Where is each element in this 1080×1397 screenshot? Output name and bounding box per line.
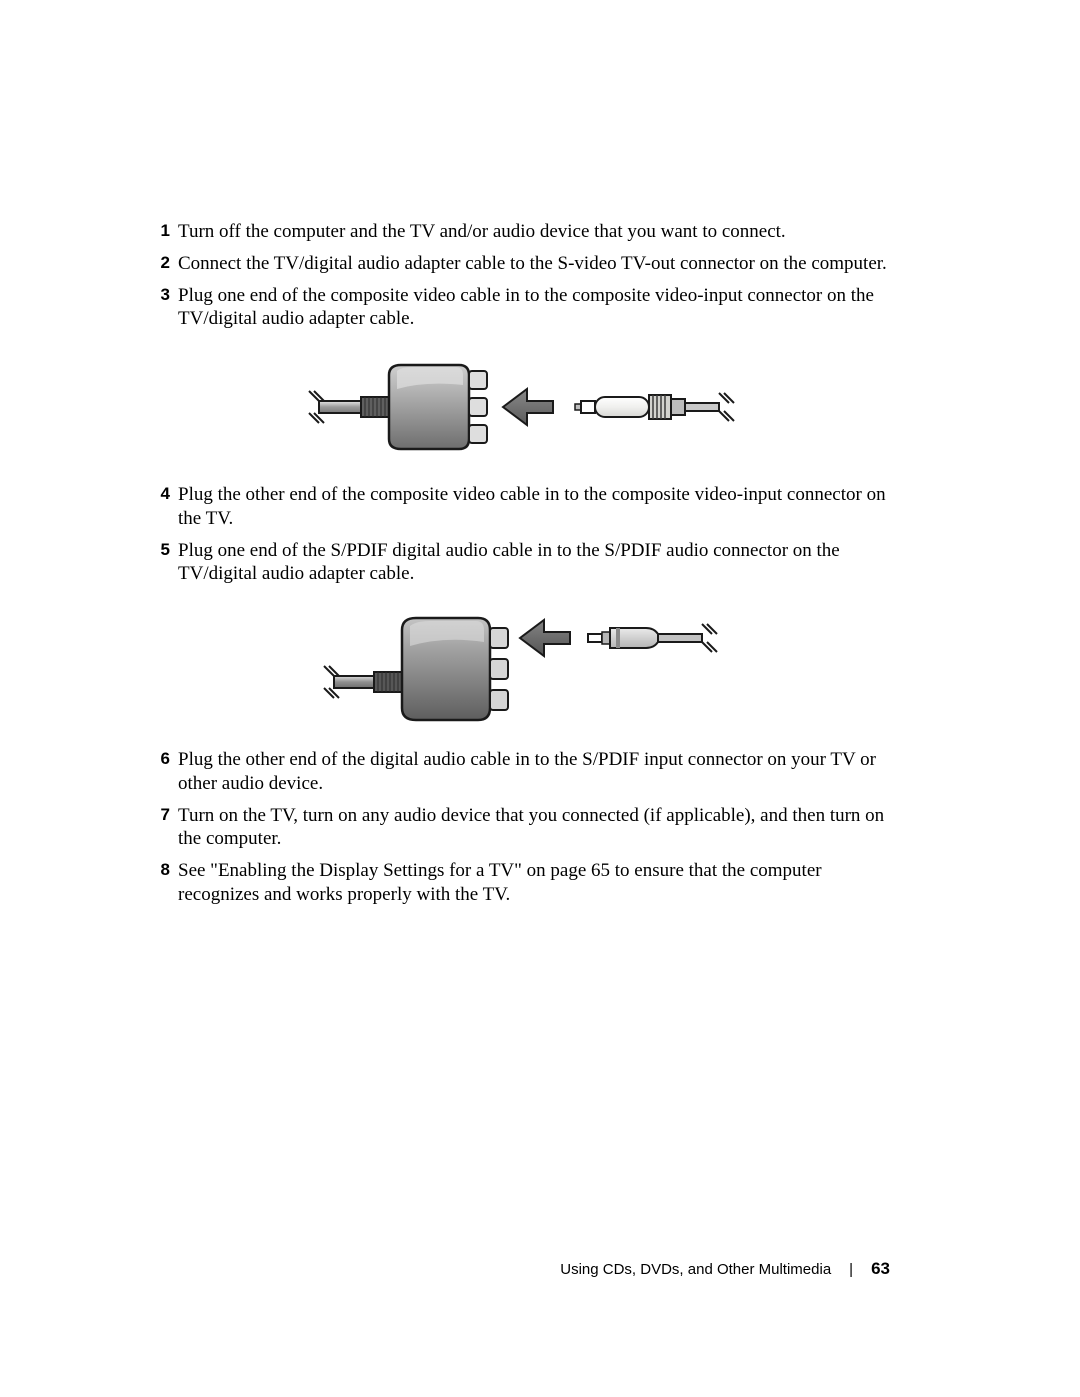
- step-item: See "Enabling the Display Settings for a…: [150, 859, 890, 907]
- step-item: Plug one end of the S/PDIF digital audio…: [150, 539, 890, 587]
- page-footer: Using CDs, DVDs, and Other Multimedia | …: [560, 1259, 890, 1279]
- step-text: Plug the other end of the composite vide…: [178, 484, 886, 529]
- step-text: Turn on the TV, turn on any audio device…: [178, 805, 884, 850]
- step-item: Plug the other end of the digital audio …: [150, 748, 890, 796]
- steps-list-continued-2: Plug the other end of the digital audio …: [150, 748, 890, 907]
- step-text: Turn off the computer and the TV and/or …: [178, 221, 786, 242]
- composite-connection-svg: [305, 357, 735, 457]
- step-text: See "Enabling the Display Settings for a…: [178, 860, 822, 905]
- step-item: Connect the TV/digital audio adapter cab…: [150, 252, 890, 276]
- spdif-connection-svg: [320, 612, 720, 722]
- step-text: Plug the other end of the digital audio …: [178, 749, 876, 794]
- figure-composite-connection: [150, 357, 890, 457]
- footer-page-number: 63: [871, 1259, 890, 1279]
- manual-page: Turn off the computer and the TV and/or …: [0, 0, 1080, 1397]
- steps-list-continued-1: Plug the other end of the composite vide…: [150, 483, 890, 586]
- step-text: Connect the TV/digital audio adapter cab…: [178, 253, 887, 274]
- footer-separator: |: [849, 1261, 853, 1278]
- steps-list: Turn off the computer and the TV and/or …: [150, 220, 890, 331]
- step-item: Plug the other end of the composite vide…: [150, 483, 890, 531]
- step-text: Plug one end of the S/PDIF digital audio…: [178, 540, 840, 585]
- footer-section-title: Using CDs, DVDs, and Other Multimedia: [560, 1261, 831, 1278]
- step-text: Plug one end of the composite video cabl…: [178, 285, 874, 330]
- step-item: Turn on the TV, turn on any audio device…: [150, 804, 890, 852]
- figure-spdif-connection: [150, 612, 890, 722]
- step-item: Plug one end of the composite video cabl…: [150, 284, 890, 332]
- step-item: Turn off the computer and the TV and/or …: [150, 220, 890, 244]
